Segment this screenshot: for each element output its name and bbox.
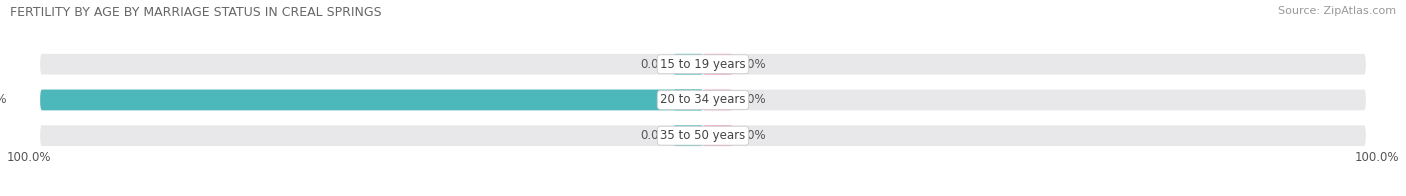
Text: 0.0%: 0.0% — [737, 129, 766, 142]
FancyBboxPatch shape — [41, 90, 703, 110]
Text: FERTILITY BY AGE BY MARRIAGE STATUS IN CREAL SPRINGS: FERTILITY BY AGE BY MARRIAGE STATUS IN C… — [10, 6, 381, 19]
FancyBboxPatch shape — [703, 125, 733, 146]
FancyBboxPatch shape — [703, 90, 733, 110]
FancyBboxPatch shape — [41, 54, 1365, 75]
FancyBboxPatch shape — [673, 125, 703, 146]
Text: 15 to 19 years: 15 to 19 years — [661, 58, 745, 71]
FancyBboxPatch shape — [673, 54, 703, 75]
Text: 0.0%: 0.0% — [640, 58, 669, 71]
FancyBboxPatch shape — [41, 125, 1365, 146]
Text: 100.0%: 100.0% — [0, 93, 7, 106]
Text: 100.0%: 100.0% — [1354, 151, 1399, 164]
Text: 100.0%: 100.0% — [7, 151, 52, 164]
Text: 20 to 34 years: 20 to 34 years — [661, 93, 745, 106]
Text: 0.0%: 0.0% — [640, 129, 669, 142]
FancyBboxPatch shape — [673, 90, 703, 110]
FancyBboxPatch shape — [703, 54, 733, 75]
FancyBboxPatch shape — [41, 90, 1365, 110]
Text: 0.0%: 0.0% — [737, 58, 766, 71]
Text: 35 to 50 years: 35 to 50 years — [661, 129, 745, 142]
Text: Source: ZipAtlas.com: Source: ZipAtlas.com — [1278, 6, 1396, 16]
Text: 0.0%: 0.0% — [737, 93, 766, 106]
